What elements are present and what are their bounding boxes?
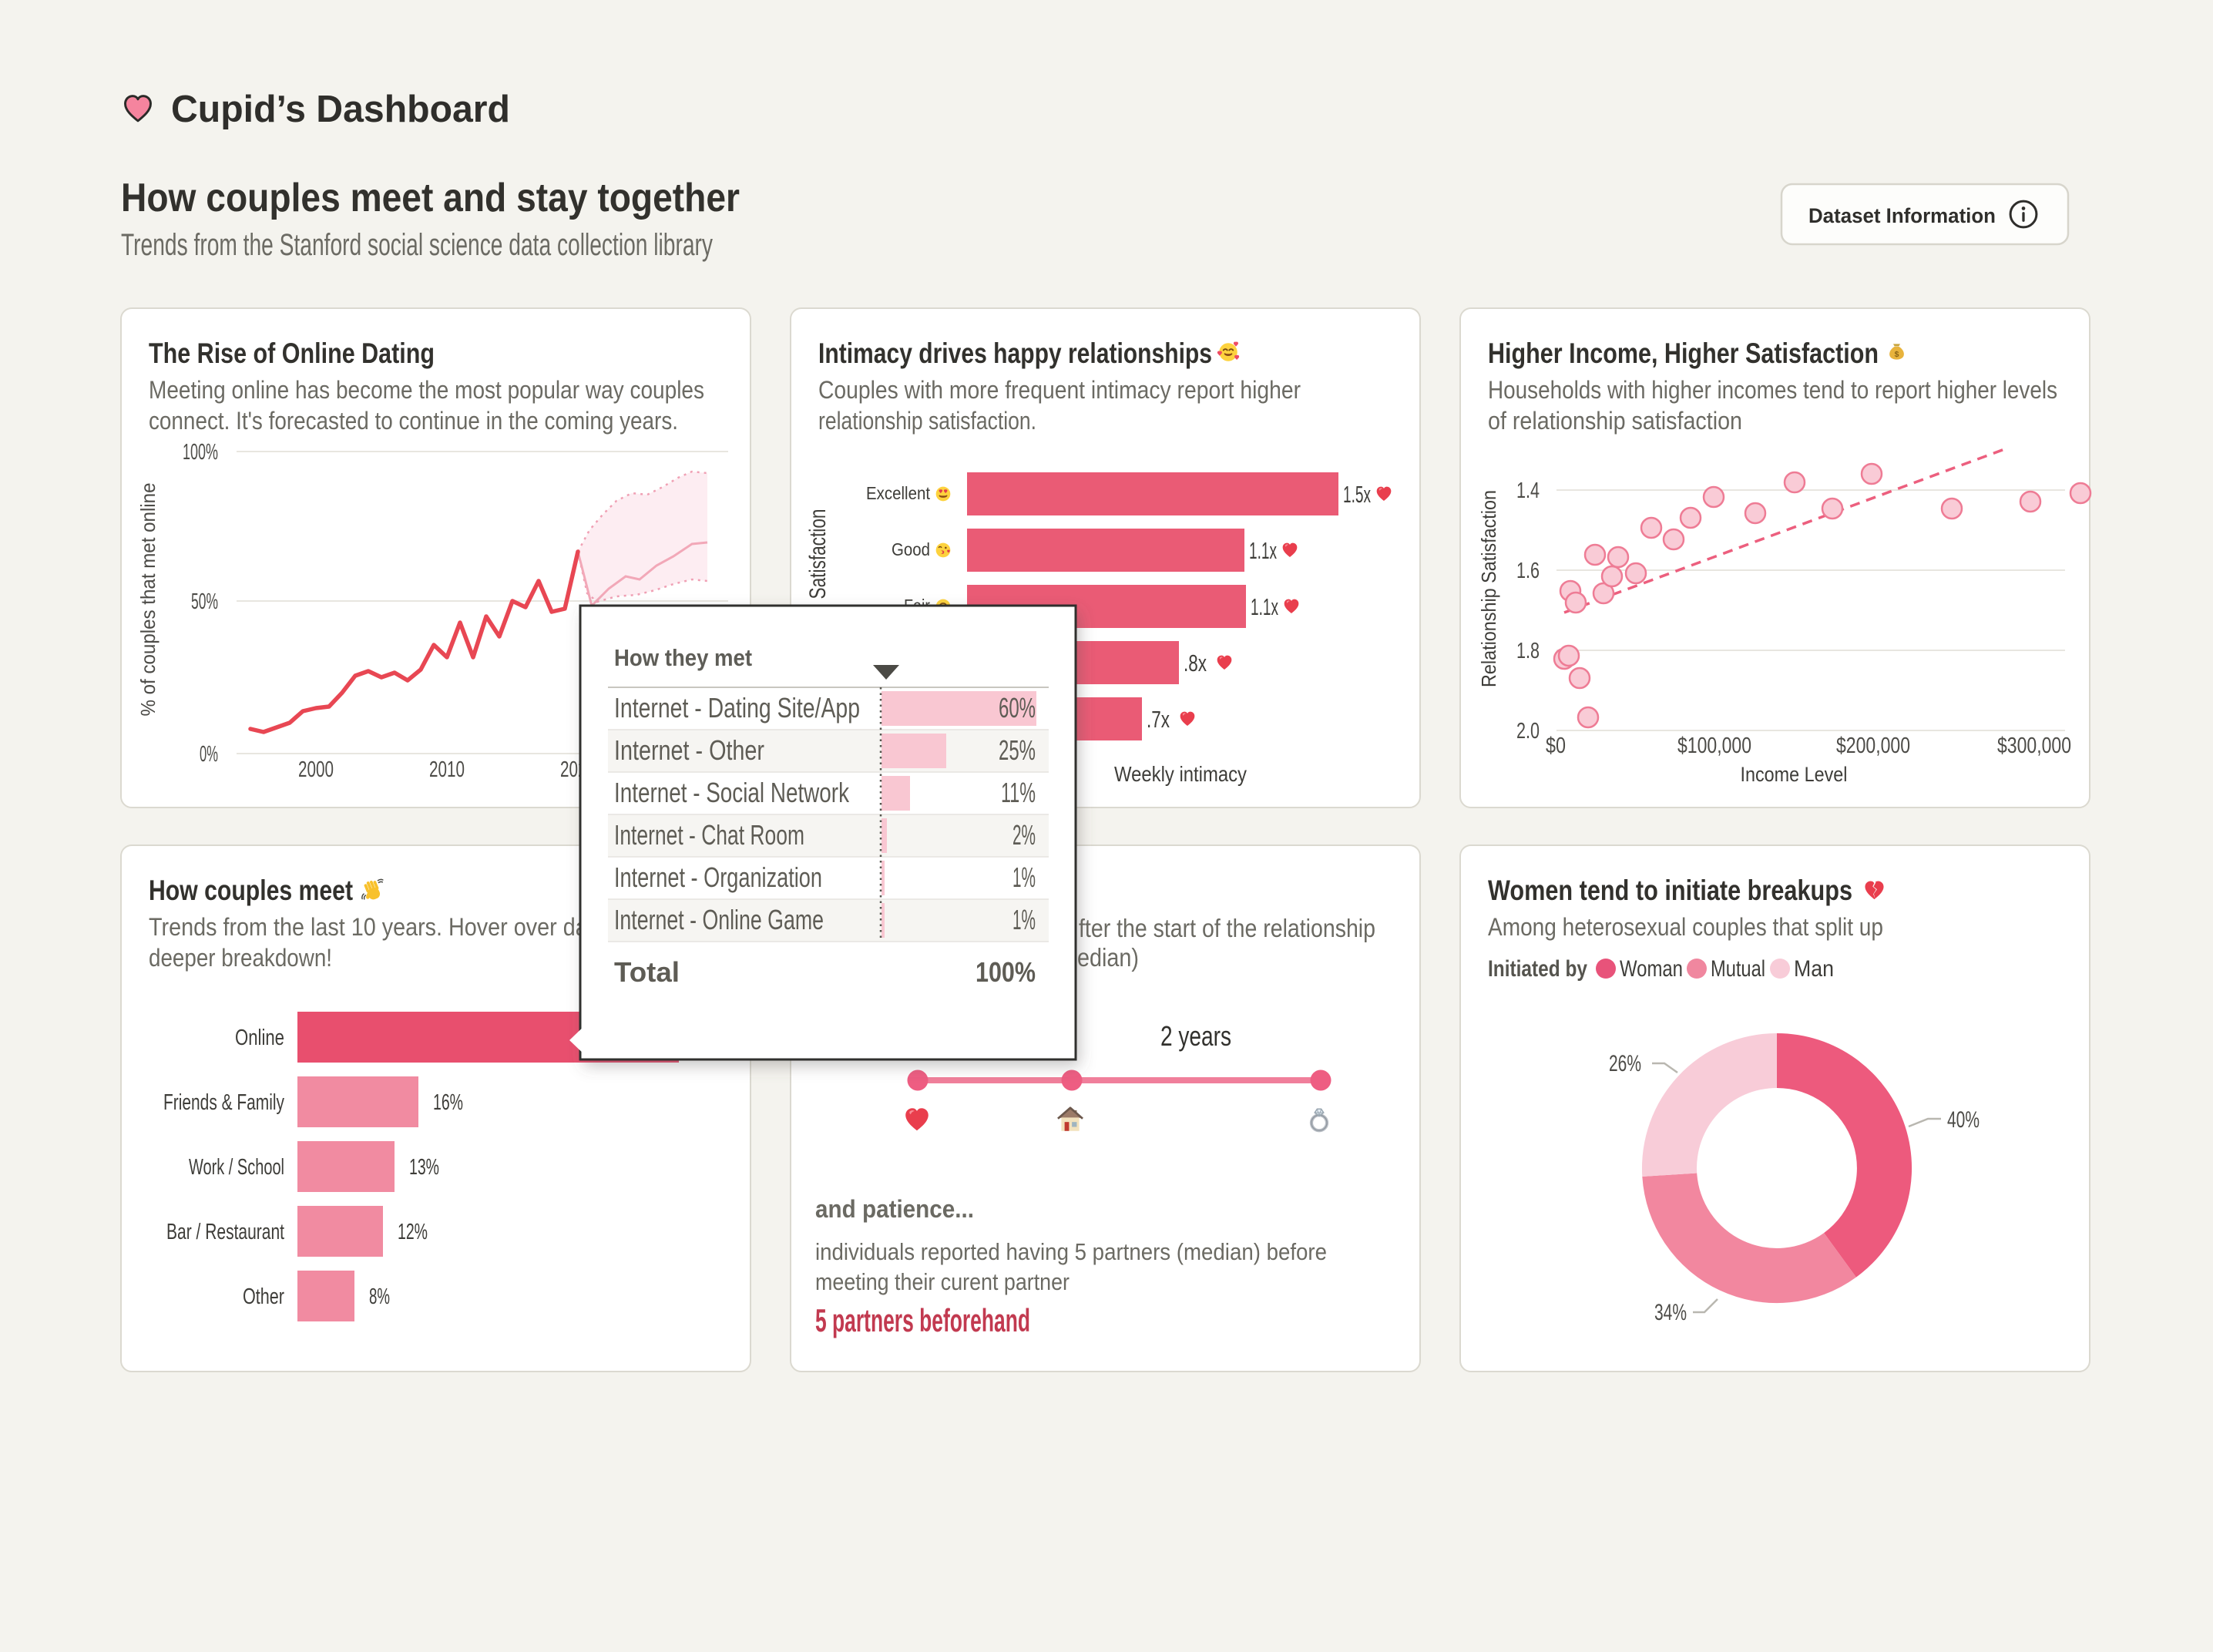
svg-text:8%: 8% bbox=[369, 1284, 390, 1309]
svg-text:How couples meet: How couples meet bbox=[149, 875, 353, 906]
svg-text:Friends & Family: Friends & Family bbox=[163, 1090, 284, 1115]
svg-text:connect. It's forecasted to co: connect. It's forecasted to continue in … bbox=[149, 407, 678, 435]
svg-text:Mutual: Mutual bbox=[1711, 956, 1765, 982]
svg-text:2%: 2% bbox=[1012, 819, 1036, 851]
svg-text:$0: $0 bbox=[1546, 734, 1566, 758]
svg-text:% of couples that met online: % of couples that met online bbox=[136, 483, 160, 717]
svg-text:Among heterosexual couples tha: Among heterosexual couples that split up bbox=[1488, 913, 1883, 941]
svg-text:Internet - Dating Site/App: Internet - Dating Site/App bbox=[614, 692, 860, 724]
svg-text:fter the start of the relation: fter the start of the relationship bbox=[1079, 914, 1375, 942]
svg-text:100%: 100% bbox=[976, 956, 1036, 988]
svg-text:Internet - Other: Internet - Other bbox=[614, 734, 764, 766]
svg-text:Good: Good bbox=[892, 539, 930, 559]
svg-text:Other: Other bbox=[243, 1284, 284, 1309]
svg-text:Trends from the Stanford socia: Trends from the Stanford social science … bbox=[121, 228, 713, 262]
svg-text:.7x: .7x bbox=[1147, 706, 1170, 733]
svg-text:How couples meet and stay toge: How couples meet and stay together bbox=[121, 176, 740, 220]
svg-text:12%: 12% bbox=[398, 1220, 428, 1244]
svg-text:Intimacy drives happy relation: Intimacy drives happy relationships bbox=[818, 337, 1212, 369]
svg-text:The Rise of Online Dating: The Rise of Online Dating bbox=[149, 337, 435, 369]
svg-text:1%: 1% bbox=[1012, 861, 1036, 893]
svg-text:Woman: Woman bbox=[1620, 956, 1683, 982]
svg-text:$100,000: $100,000 bbox=[1677, 734, 1751, 758]
svg-text:edian): edian) bbox=[1077, 943, 1139, 972]
svg-text:13%: 13% bbox=[409, 1155, 439, 1180]
svg-text:How they met: How they met bbox=[614, 644, 752, 671]
svg-text:Higher Income, Higher Satisfac: Higher Income, Higher Satisfaction bbox=[1488, 337, 1879, 369]
svg-text:$300,000: $300,000 bbox=[1997, 734, 2071, 758]
svg-text:.8x: .8x bbox=[1184, 650, 1207, 677]
svg-text:1.6: 1.6 bbox=[1516, 559, 1540, 583]
svg-text:1%: 1% bbox=[1012, 904, 1036, 935]
svg-text:Total: Total bbox=[614, 956, 680, 988]
svg-text:Online: Online bbox=[235, 1026, 284, 1050]
svg-text:Man: Man bbox=[1794, 956, 1834, 982]
svg-text:Internet - Social Network: Internet - Social Network bbox=[614, 777, 850, 808]
svg-text:Internet - Online Game: Internet - Online Game bbox=[614, 904, 824, 935]
svg-text:Cupid’s Dashboard: Cupid’s Dashboard bbox=[171, 89, 510, 130]
svg-text:26%: 26% bbox=[1609, 1051, 1641, 1076]
svg-text:Excellent: Excellent bbox=[866, 483, 931, 503]
svg-text:Weekly intimacy: Weekly intimacy bbox=[1114, 762, 1247, 786]
svg-text:$200,000: $200,000 bbox=[1836, 734, 1910, 758]
svg-text:5 partners beforehand: 5 partners beforehand bbox=[815, 1302, 1030, 1338]
svg-text:100%: 100% bbox=[183, 440, 218, 465]
svg-text:1.5x: 1.5x bbox=[1343, 481, 1371, 508]
svg-text:Initiated by: Initiated by bbox=[1488, 956, 1587, 982]
svg-text:Women tend to initiate breakup: Women tend to initiate breakups bbox=[1488, 875, 1852, 906]
svg-text:Satisfaction: Satisfaction bbox=[805, 509, 831, 599]
svg-text:1.8: 1.8 bbox=[1516, 639, 1540, 663]
svg-text:individuals reported having 5: individuals reported having 5 partners (… bbox=[815, 1238, 1327, 1265]
svg-text:60%: 60% bbox=[999, 692, 1036, 724]
svg-text:2 years: 2 years bbox=[1160, 1020, 1231, 1052]
svg-text:deeper breakdown!: deeper breakdown! bbox=[149, 944, 332, 972]
svg-text:Couples with more frequent int: Couples with more frequent intimacy repo… bbox=[818, 376, 1301, 404]
svg-text:Relationship Satisfaction: Relationship Satisfaction bbox=[1477, 490, 1500, 687]
svg-text:40%: 40% bbox=[1947, 1107, 1980, 1133]
svg-text:0%: 0% bbox=[200, 742, 218, 767]
svg-text:Income Level: Income Level bbox=[1741, 763, 1848, 786]
svg-text:25%: 25% bbox=[999, 734, 1036, 766]
svg-text:and patience...: and patience... bbox=[815, 1195, 974, 1223]
svg-text:meeting their curent partner: meeting their curent partner bbox=[815, 1268, 1070, 1295]
svg-text:Households with higher incomes: Households with higher incomes tend to r… bbox=[1488, 376, 2057, 404]
svg-text:1.4: 1.4 bbox=[1516, 478, 1540, 503]
svg-text:1.1x: 1.1x bbox=[1251, 593, 1278, 620]
svg-text:16%: 16% bbox=[433, 1090, 463, 1115]
svg-text:34%: 34% bbox=[1654, 1300, 1687, 1325]
svg-text:Meeting online has become the: Meeting online has become the most popul… bbox=[149, 376, 704, 404]
svg-text:Internet - Chat Room: Internet - Chat Room bbox=[614, 819, 804, 851]
svg-text:Internet - Organization: Internet - Organization bbox=[614, 861, 822, 893]
svg-text:2010: 2010 bbox=[429, 757, 465, 782]
svg-text:50%: 50% bbox=[191, 589, 218, 614]
svg-text:Dataset Information: Dataset Information bbox=[1808, 204, 1996, 227]
svg-text:Bar / Restaurant: Bar / Restaurant bbox=[166, 1220, 284, 1244]
svg-text:relationship satisfaction.: relationship satisfaction. bbox=[818, 407, 1036, 435]
svg-text:11%: 11% bbox=[1001, 777, 1036, 808]
svg-text:2.0: 2.0 bbox=[1516, 719, 1540, 744]
svg-text:Work / School: Work / School bbox=[189, 1155, 284, 1180]
svg-text:1.1x: 1.1x bbox=[1249, 537, 1277, 564]
svg-text:of relationship satisfaction: of relationship satisfaction bbox=[1488, 407, 1742, 435]
svg-text:2000: 2000 bbox=[298, 757, 334, 782]
